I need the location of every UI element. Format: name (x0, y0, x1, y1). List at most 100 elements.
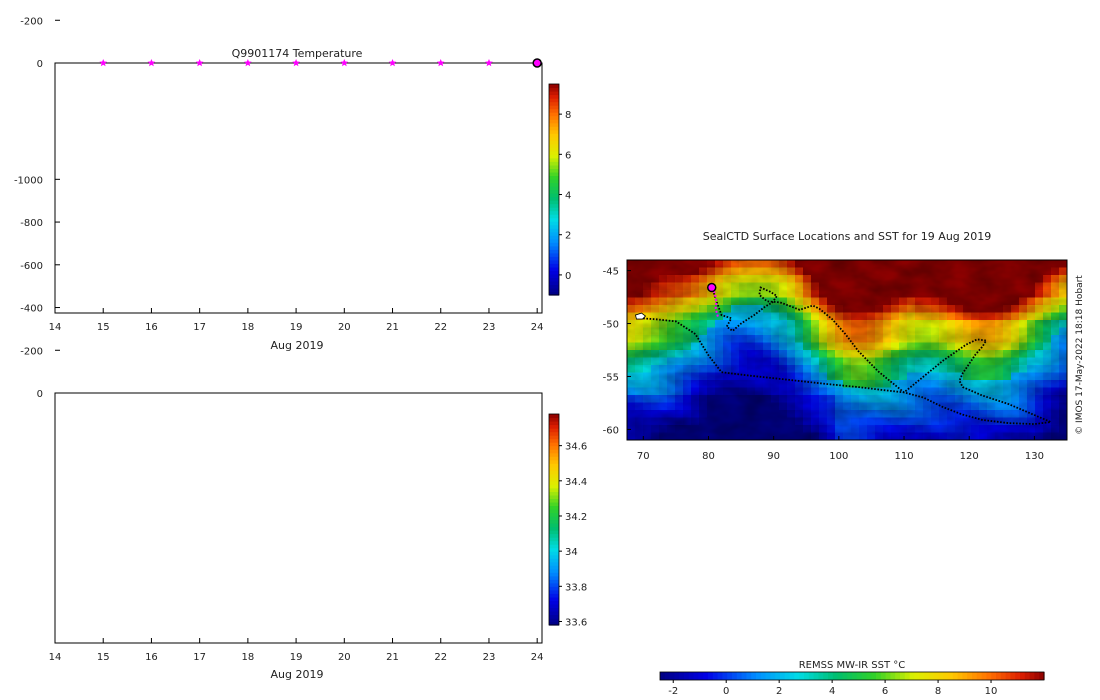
colorbar-cell (549, 154, 559, 159)
profile-marker-star (388, 59, 397, 67)
colorbar-cell (549, 280, 559, 285)
colorbar-cell (549, 586, 559, 591)
sst-colorbar-cell (746, 672, 752, 680)
sst-colorbar-label: REMSS MW-IR SST °C (799, 660, 906, 671)
colorbar-cell (549, 519, 559, 524)
sst-colorbar-cell (1015, 672, 1021, 680)
sst-colorbar-cell (948, 672, 954, 680)
sst-colorbar-cell (799, 672, 805, 680)
map-x-tick-label: 90 (767, 451, 780, 462)
sst-colorbar-cell (837, 672, 843, 680)
colorbar-cell (549, 516, 559, 521)
sst-colorbar-cell (847, 672, 853, 680)
colorbar-cell (549, 575, 559, 580)
sst-colorbar-cell (996, 672, 1002, 680)
colorbar-cell (549, 533, 559, 538)
sst-colorbar-cell (664, 672, 671, 680)
sst-colorbar-cell (900, 672, 906, 680)
map-frame (626, 259, 1068, 441)
sst-colorbar-cell (1010, 672, 1016, 680)
y-tick-label: -400 (20, 304, 43, 315)
sst-colorbar-cell (842, 672, 848, 680)
map-credit: © IMOS 17-May-2022 18:18 Hobart (1075, 275, 1085, 435)
colorbar-cell (549, 91, 559, 96)
sst-colorbar-cell (674, 672, 680, 680)
sst-colorbar-cell (1020, 672, 1026, 680)
colorbar-cell (549, 196, 559, 201)
sst-colorbar-cell (808, 672, 815, 680)
sst-colorbar-cell (972, 672, 978, 680)
y-tick-label: 0 (37, 59, 43, 70)
colorbar-cell (549, 288, 559, 293)
colorbar-cell (549, 572, 559, 577)
temperature-chart-title: Q9901174 Temperature (232, 47, 363, 60)
colorbar-cell (549, 126, 559, 131)
sst-colorbar-cell (890, 672, 896, 680)
sst-colorbar-cell (751, 672, 757, 680)
colorbar-cell (549, 477, 559, 482)
colorbar-cell (549, 98, 559, 103)
colorbar-tick-label: 34.2 (565, 512, 587, 523)
sst-colorbar-cell (727, 672, 733, 680)
sst-colorbar-cell (1005, 672, 1011, 680)
profile-marker-star (244, 59, 252, 67)
colorbar-cell (549, 277, 559, 282)
sst-colorbar-cell (880, 672, 887, 680)
colorbar-cell (549, 273, 559, 278)
x-tick-label: 21 (386, 652, 399, 663)
salinity-colorbar: 33.6 33.8 34 34.2 34.4 34.6 (548, 413, 587, 628)
profile-marker-star (147, 59, 156, 67)
colorbar-cell (549, 175, 559, 180)
colorbar-cell (549, 554, 559, 559)
sst-colorbar-cell (986, 672, 992, 680)
colorbar-cell (549, 480, 559, 485)
sst-colorbar-cell (885, 672, 891, 680)
colorbar-cell (549, 459, 559, 464)
colorbar-cell (549, 217, 559, 222)
colorbar-cell (549, 603, 559, 608)
colorbar-tick-label: 8 (565, 110, 571, 121)
colorbar-cell (549, 203, 559, 208)
y-tick-label: -600 (20, 261, 43, 272)
colorbar-cell (549, 537, 559, 542)
colorbar-cell (549, 610, 559, 615)
sst-colorbar-cell (1024, 672, 1031, 680)
colorbar-tick-label: 0 (565, 271, 571, 282)
sst-colorbar-cell (957, 672, 963, 680)
profile-marker-star (292, 59, 300, 67)
sst-colorbar-cell (914, 672, 920, 680)
sst-colorbar-cell (736, 672, 743, 680)
colorbar-cell (549, 600, 559, 605)
map-x-tick-label: 80 (702, 451, 715, 462)
colorbar-cell (549, 540, 559, 545)
x-tick-label: 14 (49, 652, 62, 663)
sst-colorbar-tick-label: 8 (935, 686, 941, 697)
colorbar-cell (549, 414, 559, 419)
sst-colorbar-cell (679, 672, 685, 680)
colorbar-cell (549, 512, 559, 517)
sst-colorbar-cell (1029, 672, 1035, 680)
colorbar-cell (549, 424, 559, 429)
colorbar-tick-label: 34.4 (565, 477, 587, 488)
colorbar-cell (549, 210, 559, 215)
sst-colorbar-tick-label: 0 (723, 686, 729, 697)
sst-colorbar-cell (823, 672, 829, 680)
colorbar-cell (549, 579, 559, 584)
colorbar-tick-label: 6 (565, 150, 571, 161)
colorbar-cell (549, 252, 559, 257)
colorbar-cell (549, 157, 559, 162)
sst-colorbar-cell (895, 672, 901, 680)
colorbar-cell (549, 242, 559, 247)
x-tick-label: 24 (531, 322, 544, 333)
colorbar-cell (549, 558, 559, 563)
sst-colorbar-cell (904, 672, 911, 680)
colorbar-cell (549, 221, 559, 226)
colorbar-cell (549, 189, 559, 194)
colorbar-cell (549, 150, 559, 155)
colorbar-cell (549, 456, 559, 461)
sst-colorbar-cell (976, 672, 983, 680)
seal-recent-track (711, 287, 720, 319)
colorbar-cell (549, 614, 559, 619)
sst-colorbar-tick-label: 10 (985, 686, 998, 697)
sst-colorbar-cell (660, 672, 666, 680)
